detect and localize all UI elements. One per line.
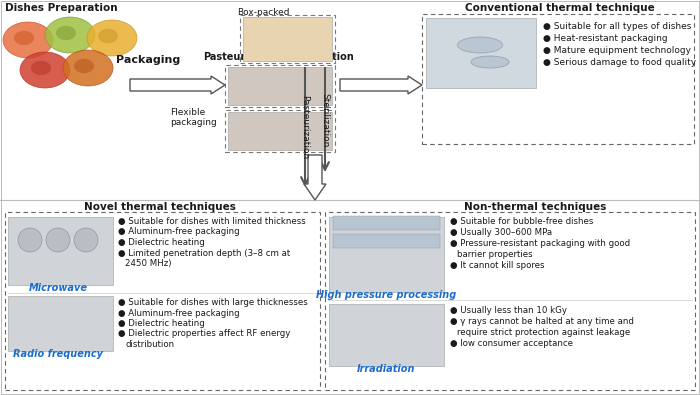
Bar: [422, 14, 694, 144]
Text: ● Aluminum-free packaging: ● Aluminum-free packaging: [118, 308, 239, 318]
Ellipse shape: [31, 61, 51, 75]
Text: ● Usually 300–600 MPa: ● Usually 300–600 MPa: [450, 228, 552, 237]
FancyArrow shape: [130, 76, 225, 94]
Ellipse shape: [63, 50, 113, 86]
Bar: [426, 18, 536, 88]
Text: Irradiation: Irradiation: [357, 364, 415, 374]
Text: Sterilization: Sterilization: [321, 93, 330, 147]
Text: ● low consumer acceptance: ● low consumer acceptance: [450, 339, 573, 348]
Text: Packaging: Packaging: [116, 55, 180, 65]
Ellipse shape: [20, 52, 70, 88]
Text: 2450 MHz): 2450 MHz): [125, 259, 172, 268]
Text: Dishes Preparation: Dishes Preparation: [5, 3, 118, 13]
Text: distribution: distribution: [125, 340, 174, 349]
Text: ● Dielectric heating: ● Dielectric heating: [118, 238, 204, 247]
Ellipse shape: [45, 17, 95, 53]
Text: Microwave: Microwave: [29, 283, 88, 293]
Text: Non-thermal techniques: Non-thermal techniques: [464, 202, 606, 212]
Circle shape: [74, 228, 98, 252]
Ellipse shape: [87, 20, 137, 56]
Text: ● Serious damage to food quality: ● Serious damage to food quality: [543, 58, 696, 67]
Text: ● Suitable for bubble-free dishes: ● Suitable for bubble-free dishes: [450, 217, 594, 226]
Text: ● It cannot kill spores: ● It cannot kill spores: [450, 261, 545, 270]
Text: ● Limited penetration depth (3–8 cm at: ● Limited penetration depth (3–8 cm at: [118, 248, 290, 258]
Text: Flexible
packaging: Flexible packaging: [170, 108, 217, 128]
Text: require strict protection against leakage: require strict protection against leakag…: [457, 328, 630, 337]
Text: ● Usually less than 10 kGy: ● Usually less than 10 kGy: [450, 306, 567, 315]
Bar: [333, 234, 440, 248]
Text: Pasteurization/Sterilization: Pasteurization/Sterilization: [202, 52, 354, 62]
Text: ● Dielectric heating: ● Dielectric heating: [118, 319, 204, 328]
Text: Novel thermal techniques: Novel thermal techniques: [84, 202, 236, 212]
Bar: [228, 67, 332, 105]
Ellipse shape: [458, 37, 503, 53]
Text: Pasteurization: Pasteurization: [300, 95, 309, 159]
Bar: [8, 217, 113, 285]
Text: Radio frequency: Radio frequency: [13, 349, 103, 359]
Ellipse shape: [471, 56, 509, 68]
Bar: [225, 110, 335, 152]
Bar: [228, 112, 332, 150]
Bar: [329, 217, 444, 292]
Ellipse shape: [98, 29, 118, 43]
Ellipse shape: [56, 26, 76, 40]
Text: ● γ rays cannot be halted at any time and: ● γ rays cannot be halted at any time an…: [450, 317, 634, 326]
Text: ● Suitable for dishes with limited thickness: ● Suitable for dishes with limited thick…: [118, 217, 306, 226]
FancyArrow shape: [340, 76, 422, 94]
Circle shape: [18, 228, 42, 252]
Text: ● Mature equipment technology: ● Mature equipment technology: [543, 46, 691, 55]
Bar: [225, 65, 335, 107]
FancyArrow shape: [304, 155, 326, 200]
Text: ● Suitable for all types of dishes: ● Suitable for all types of dishes: [543, 22, 692, 31]
Bar: [325, 212, 695, 390]
Bar: [8, 296, 113, 351]
Ellipse shape: [3, 22, 53, 58]
Text: High pressure processing: High pressure processing: [316, 290, 456, 300]
Ellipse shape: [74, 59, 94, 73]
Text: Box-packed: Box-packed: [237, 8, 290, 17]
Ellipse shape: [14, 31, 34, 45]
Bar: [5, 212, 320, 390]
Text: ● Dielectric properties affect RF energy: ● Dielectric properties affect RF energy: [118, 329, 290, 339]
Text: ● Heat-resistant packaging: ● Heat-resistant packaging: [543, 34, 668, 43]
Text: barrier properties: barrier properties: [457, 250, 533, 259]
Text: ● Suitable for dishes with large thicknesses: ● Suitable for dishes with large thickne…: [118, 298, 308, 307]
Text: ● Pressure-resistant packaging with good: ● Pressure-resistant packaging with good: [450, 239, 630, 248]
Bar: [243, 17, 332, 61]
Text: ● Aluminum-free packaging: ● Aluminum-free packaging: [118, 228, 239, 237]
Text: Conventional thermal technique: Conventional thermal technique: [465, 3, 655, 13]
Bar: [329, 304, 444, 366]
Bar: [240, 15, 335, 63]
Circle shape: [46, 228, 70, 252]
Bar: [333, 216, 440, 230]
